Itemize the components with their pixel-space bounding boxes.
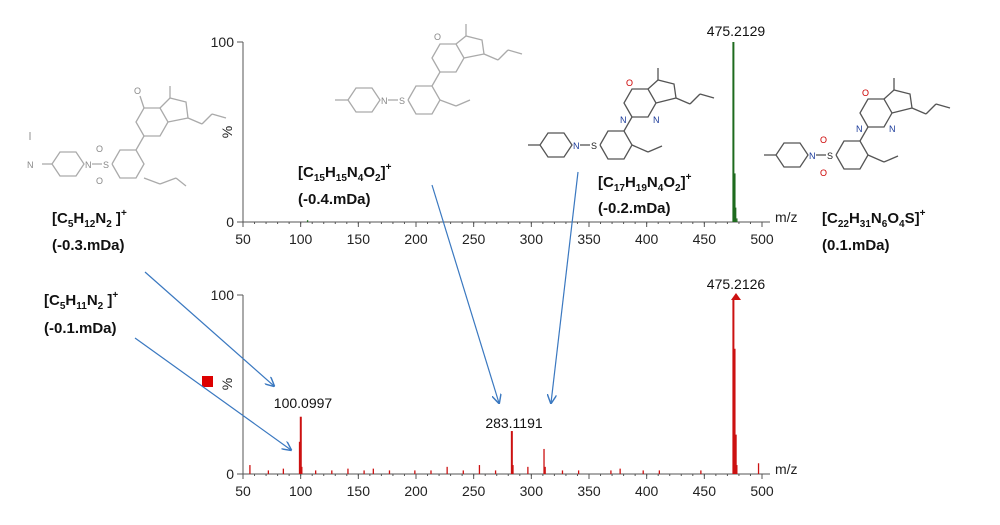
arrow-c17-to-311	[551, 171, 579, 403]
svg-text:O: O	[626, 78, 633, 88]
arrow-c5h11n2-to-100	[134, 337, 291, 450]
structure-middle-right: N S O N N	[528, 68, 715, 160]
svg-text:N: N	[620, 115, 627, 125]
red-square-marker	[202, 376, 213, 387]
svg-text:N: N	[809, 151, 816, 161]
bottom-x-tick-label-50: 50	[235, 483, 251, 499]
top-y-tick-label-0: 0	[226, 214, 234, 230]
top-x-tick-label-150: 150	[347, 231, 371, 247]
top-x-axis-label: m/z	[775, 209, 798, 225]
svg-text:N: N	[856, 124, 863, 134]
svg-text:N: N	[889, 124, 896, 134]
bottom-x-tick-label-300: 300	[520, 483, 544, 499]
arrow-c15-to-283	[431, 184, 499, 403]
structure-right: N S O O O N N	[764, 78, 951, 178]
bottom-y-tick-label-0: 0	[226, 466, 234, 482]
top-x-tick-label-300: 300	[520, 231, 544, 247]
svg-text:S: S	[827, 151, 833, 161]
bottom-y-axis-label: %	[219, 378, 235, 390]
top-peak-label-475: 475.2129	[707, 23, 766, 39]
structure-faded-left: N N S O O O	[27, 86, 227, 187]
svg-text:N: N	[381, 96, 388, 106]
formula-c15h15n4o2-error: (-0.4.mDa)	[298, 191, 371, 208]
formula-c22h31n6o4s: [C22H31N6O4S]+	[822, 208, 926, 230]
top-x-tick-label-400: 400	[635, 231, 659, 247]
bottom-x-tick-label-250: 250	[462, 483, 486, 499]
top-x-tick-label-250: 250	[462, 231, 486, 247]
bottom-x-tick-label-150: 150	[347, 483, 371, 499]
formula-c15h15n4o2: [C15H15N4O2]+	[298, 162, 392, 184]
svg-text:O: O	[820, 168, 827, 178]
formula-c17h19n4o2-error: (-0.2.mDa)	[598, 200, 671, 217]
bottom-peak-label-475: 475.2126	[707, 276, 766, 292]
svg-text:S: S	[399, 96, 405, 106]
top-x-tick-label-450: 450	[693, 231, 717, 247]
arrow-c5h12n2-to-100	[144, 271, 274, 386]
svg-text:O: O	[134, 86, 141, 96]
svg-text:S: S	[103, 160, 109, 170]
bottom-y-tick-label-100: 100	[211, 287, 235, 303]
top-x-tick-label-200: 200	[404, 231, 428, 247]
svg-text:O: O	[96, 144, 103, 154]
top-x-tick-label-100: 100	[289, 231, 313, 247]
svg-text:O: O	[820, 135, 827, 145]
svg-text:N: N	[573, 141, 580, 151]
structure-top-middle: N S O	[335, 24, 523, 115]
svg-text:O: O	[434, 32, 441, 42]
bottom-x-tick-label-450: 450	[693, 483, 717, 499]
svg-text:O: O	[96, 176, 103, 186]
formula-c5h12n2: [C5H12N2 ]+	[52, 208, 127, 230]
fragment-arrows	[134, 171, 579, 450]
top-y-axis-label: %	[219, 126, 235, 138]
top-x-tick-label-500: 500	[750, 231, 774, 247]
top-y-tick-label-100: 100	[211, 34, 235, 50]
bottom-x-tick-label-400: 400	[635, 483, 659, 499]
svg-text:S: S	[591, 141, 597, 151]
bottom-x-axis-label: m/z	[775, 461, 798, 477]
bottom-spectrum-panel: 100 0 % m/z 50 100 150 200 250 300 350 400 450 50…	[211, 276, 798, 499]
bottom-peak-label-100: 100.0997	[274, 395, 333, 411]
svg-text:N: N	[27, 160, 34, 170]
bottom-x-tick-label-350: 350	[577, 483, 601, 499]
bottom-x-tick-label-100: 100	[289, 483, 313, 499]
formula-c5h11n2: [C5H11N2 ]+	[44, 290, 118, 312]
svg-text:N: N	[653, 115, 660, 125]
svg-text:O: O	[862, 88, 869, 98]
formula-c5h11n2-error: (-0.1.mDa)	[44, 320, 117, 337]
bottom-x-tick-label-500: 500	[750, 483, 774, 499]
formula-c5h12n2-error: (-0.3.mDa)	[52, 237, 125, 254]
formula-c22h31n6o4s-error: (0.1.mDa)	[822, 237, 890, 254]
bottom-x-tick-label-200: 200	[404, 483, 428, 499]
bottom-peak-label-283: 283.1191	[485, 415, 543, 431]
top-x-tick-label-350: 350	[577, 231, 601, 247]
top-x-tick-label-50: 50	[235, 231, 251, 247]
top-spectrum-panel: 100 0 % m/z 50 100 150 200 250 300 350 400 450 50…	[211, 23, 798, 247]
bottom-top-peak-marker	[731, 293, 741, 300]
formula-c17h19n4o2: [C17H19N4O2]+	[598, 172, 692, 194]
svg-text:N: N	[85, 160, 92, 170]
